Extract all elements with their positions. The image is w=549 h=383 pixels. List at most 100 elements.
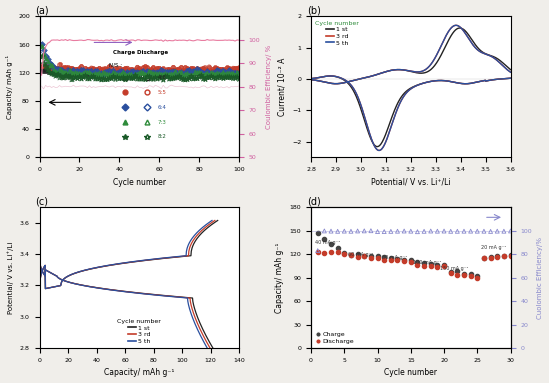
Point (91, 69, 100, 75)
Point (219, 70, 227, 76)
Point (97, 66, 106, 72)
Point (183, 66, 192, 72)
Point (440, 262, 449, 268)
Point (327, 249, 335, 255)
Point (473, 273, 481, 279)
Point (187, 70, 195, 76)
Point (171, 69, 180, 75)
Point (61, 70, 70, 76)
Point (121, 71, 130, 77)
Point (51, 68, 60, 74)
Point (125, 67, 134, 73)
Point (53, 70, 62, 76)
Point (207, 71, 216, 77)
Point (47, 62, 56, 68)
Point (73, 67, 82, 74)
Point (109, 69, 118, 75)
Point (207, 67, 216, 74)
Point (137, 69, 145, 75)
Point (199, 72, 208, 79)
Point (125, 71, 134, 77)
Point (209, 74, 217, 80)
Point (83, 76, 92, 82)
Point (123, 70, 132, 76)
Point (85, 66, 94, 72)
Point (67, 70, 76, 76)
Point (103, 76, 112, 82)
Point (41, 53, 50, 59)
Point (51, 65, 60, 71)
Point (187, 68, 195, 74)
Point (151, 70, 160, 76)
Point (133, 71, 142, 77)
Point (135, 76, 144, 82)
Point (97, 76, 106, 82)
Point (49, 71, 58, 77)
Point (57, 70, 66, 76)
Point (97, 72, 106, 78)
Point (83, 68, 92, 74)
Point (115, 69, 124, 75)
Point (91, 69, 100, 75)
Point (199, 71, 208, 77)
Point (95, 64, 104, 70)
Text: (d): (d) (307, 196, 321, 206)
Point (151, 75, 160, 81)
Point (127, 69, 136, 75)
Point (41, 55, 50, 61)
Point (97, 73, 106, 79)
Point (65, 66, 74, 72)
Point (313, 247, 322, 254)
Point (131, 71, 140, 77)
Point (393, 256, 402, 262)
Point (111, 66, 120, 72)
Point (215, 68, 223, 74)
Point (49, 67, 58, 73)
Point (75, 71, 84, 77)
Point (205, 70, 214, 77)
Point (143, 69, 152, 75)
Point (193, 69, 201, 75)
Point (189, 72, 198, 78)
Point (212, 70, 221, 77)
Point (95, 70, 104, 76)
Point (175, 70, 183, 76)
Point (113, 70, 122, 77)
Point (231, 75, 239, 81)
Point (187, 69, 195, 75)
Point (189, 69, 198, 75)
Point (466, 228, 475, 234)
Point (199, 69, 208, 75)
Point (149, 75, 158, 82)
Point (161, 69, 170, 75)
Point (149, 70, 158, 76)
Point (77, 67, 86, 74)
Point (203, 68, 211, 74)
Point (205, 64, 214, 70)
Point (51, 65, 60, 71)
Point (119, 66, 128, 72)
Point (185, 67, 194, 73)
Point (117, 68, 126, 74)
Point (207, 70, 216, 76)
Point (79, 74, 88, 80)
Point (225, 65, 233, 71)
Point (212, 66, 221, 72)
Point (103, 69, 112, 75)
Point (99, 75, 108, 81)
Point (211, 70, 220, 77)
Point (87, 74, 96, 80)
Point (99, 76, 108, 82)
Point (127, 69, 136, 75)
Point (111, 76, 120, 82)
Point (53, 66, 62, 72)
Point (177, 75, 186, 81)
Point (211, 64, 220, 70)
Point (103, 67, 112, 73)
Point (119, 69, 128, 75)
Point (67, 69, 76, 75)
Point (137, 69, 145, 75)
Point (63, 64, 72, 70)
Point (433, 262, 442, 268)
Point (177, 69, 186, 75)
